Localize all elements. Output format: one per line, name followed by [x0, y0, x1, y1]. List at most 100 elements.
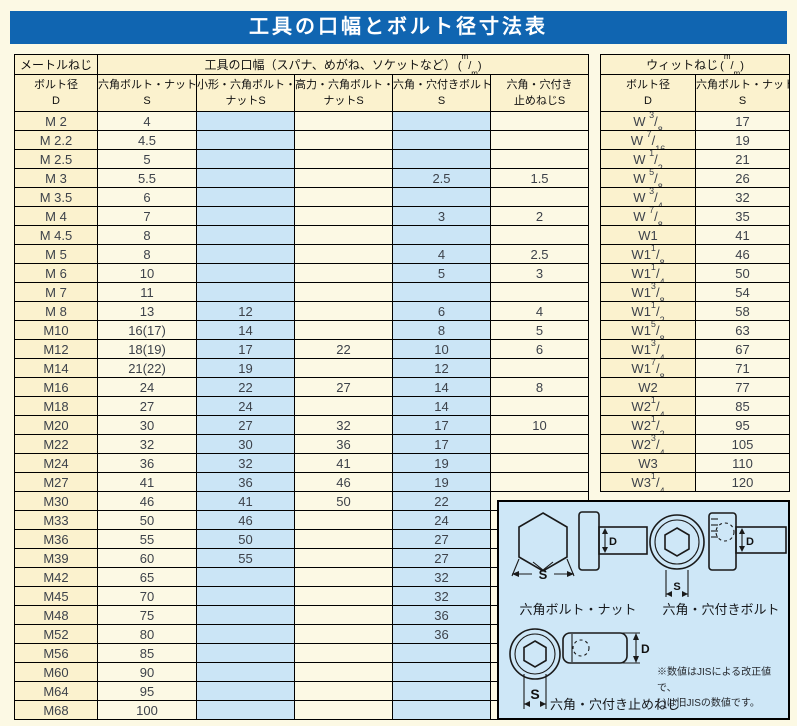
value-cell: [489, 282, 590, 302]
bolt-dia-cell: W 1/2: [600, 149, 696, 169]
value-cell: [196, 111, 295, 131]
whit-row: W13/8 54: [600, 282, 791, 302]
value-cell: [392, 111, 491, 131]
value-cell: 50: [196, 529, 295, 549]
whit-row: W2 77: [600, 377, 791, 397]
value-cell: 7: [97, 206, 197, 226]
value-cell: 5: [392, 263, 491, 283]
value-cell: 1.5: [489, 168, 590, 188]
whit-row: W15/8 63: [600, 320, 791, 340]
bolt-dia-cell: W 5/8: [600, 168, 696, 188]
metric-row: M 8 13 12 6 4: [14, 301, 590, 321]
bolt-dia-cell: M20: [14, 415, 98, 435]
value-cell: 5: [489, 320, 590, 340]
bolt-dia-cell: M56: [14, 643, 98, 663]
value-cell: [392, 149, 491, 169]
bolt-dia-cell: M 8: [14, 301, 98, 321]
bolt-dia-cell: M48: [14, 605, 98, 625]
value-cell: 36: [97, 453, 197, 473]
bolt-dia-cell: M36: [14, 529, 98, 549]
bolt-dia-cell: M64: [14, 681, 98, 701]
value-cell: 5.5: [97, 168, 197, 188]
value-cell: 27: [294, 377, 393, 397]
value-cell: [294, 320, 393, 340]
value-cell: 50: [294, 491, 393, 511]
set-screw-front-view-icon: S: [509, 628, 561, 709]
whit-table-body: W 3/8 17 W 7/16 19 W 1/2 21 W 5/8 26 W 3/4 32 W 7/…: [600, 111, 791, 492]
bolt-dia-cell: W21/4: [600, 396, 696, 416]
value-cell: [294, 605, 393, 625]
value-cell: 3: [392, 206, 491, 226]
bolt-dia-cell: M27: [14, 472, 98, 492]
whit-thread-label: ウィットねじ (m/m): [599, 54, 791, 75]
value-cell: [392, 662, 491, 682]
value-cell: 8: [97, 225, 197, 245]
metric-table-head: メートルねじ 工具の口幅（スパナ、めがね、ソケットなど） (m/m) ボルト径 D…: [14, 54, 590, 112]
bolt-dia-cell: W1: [600, 225, 696, 245]
value-cell: [196, 187, 295, 207]
value-cell: 85: [97, 643, 197, 663]
bolt-dia-cell: W31/4: [600, 472, 696, 492]
value-cell: 80: [97, 624, 197, 644]
svg-text:S: S: [539, 567, 548, 582]
value-cell: [196, 130, 295, 150]
value-cell: [196, 586, 295, 606]
metric-row: M 3 5.5 2.5 1.5: [14, 168, 590, 188]
metric-row: M27 41 36 46 19: [14, 472, 590, 492]
value-cell: 32: [392, 567, 491, 587]
value-cell: 17: [196, 339, 295, 359]
value-cell: 30: [196, 434, 295, 454]
value-cell: 90: [97, 662, 197, 682]
bolt-dia-cell: M16: [14, 377, 98, 397]
value-cell: [489, 225, 590, 245]
col-header-socket-bolt: 六角・穴付きボルト S: [392, 74, 491, 112]
value-cell: 2.5: [489, 244, 590, 264]
bolt-dia-cell: M 2: [14, 111, 98, 131]
svg-text:S: S: [530, 686, 539, 702]
metric-row: M24 36 32 41 19: [14, 453, 590, 473]
value-cell: [489, 472, 590, 492]
bolt-dia-cell: W13/8: [600, 282, 696, 302]
value-cell: 41: [196, 491, 295, 511]
metric-row: M 5 8 4 2.5: [14, 244, 590, 264]
value-cell: [392, 643, 491, 663]
bolt-dia-cell: M 6: [14, 263, 98, 283]
col-header-bolt-dia: ボルト径 D: [600, 74, 696, 112]
value-cell: 24: [392, 510, 491, 530]
value-cell: 19: [392, 472, 491, 492]
value-cell: [489, 187, 590, 207]
jis-note-line-1: ※数値はJISによる改正値で、: [657, 667, 772, 694]
value-cell: [392, 225, 491, 245]
bolt-dia-cell: W15/8: [600, 320, 696, 340]
svg-text:D: D: [641, 642, 650, 656]
value-cell: 6: [97, 187, 197, 207]
metric-row: M16 24 22 27 14 8: [14, 377, 590, 397]
value-cell: 14: [392, 396, 491, 416]
whit-row: W31/4 120: [600, 472, 791, 492]
diagram-box: S D S: [497, 500, 790, 720]
value-cell: [294, 662, 393, 682]
metric-row: M 2.2 4.5: [14, 130, 590, 150]
bolt-dia-cell: W 7/16: [600, 130, 696, 150]
value-cell: 22: [294, 339, 393, 359]
bolt-dia-cell: M24: [14, 453, 98, 473]
value-cell: [196, 605, 295, 625]
value-cell: 32: [392, 586, 491, 606]
value-cell: 4: [392, 244, 491, 264]
hex-bolt-front-view-icon: S: [511, 512, 575, 582]
metric-row: M 4.5 8: [14, 225, 590, 245]
bolt-dia-cell: W11/4: [600, 263, 696, 283]
value-cell: 46: [196, 510, 295, 530]
svg-text:D: D: [609, 536, 617, 548]
metric-row: M12 18(19) 17 22 10 6: [14, 339, 590, 359]
value-cell: [196, 700, 295, 720]
value-cell: [294, 586, 393, 606]
svg-text:D: D: [746, 536, 754, 548]
value-cell: [196, 282, 295, 302]
jis-note: ※数値はJISによる改正値で、 ( )は旧JISの数値です。: [657, 665, 787, 712]
bolt-dia-cell: W13/4: [600, 339, 696, 359]
page-title: 工具の口幅とボルト径寸法表: [10, 11, 787, 44]
value-cell: 6: [489, 339, 590, 359]
value-cell: 41: [694, 225, 791, 245]
value-cell: 36: [294, 434, 393, 454]
